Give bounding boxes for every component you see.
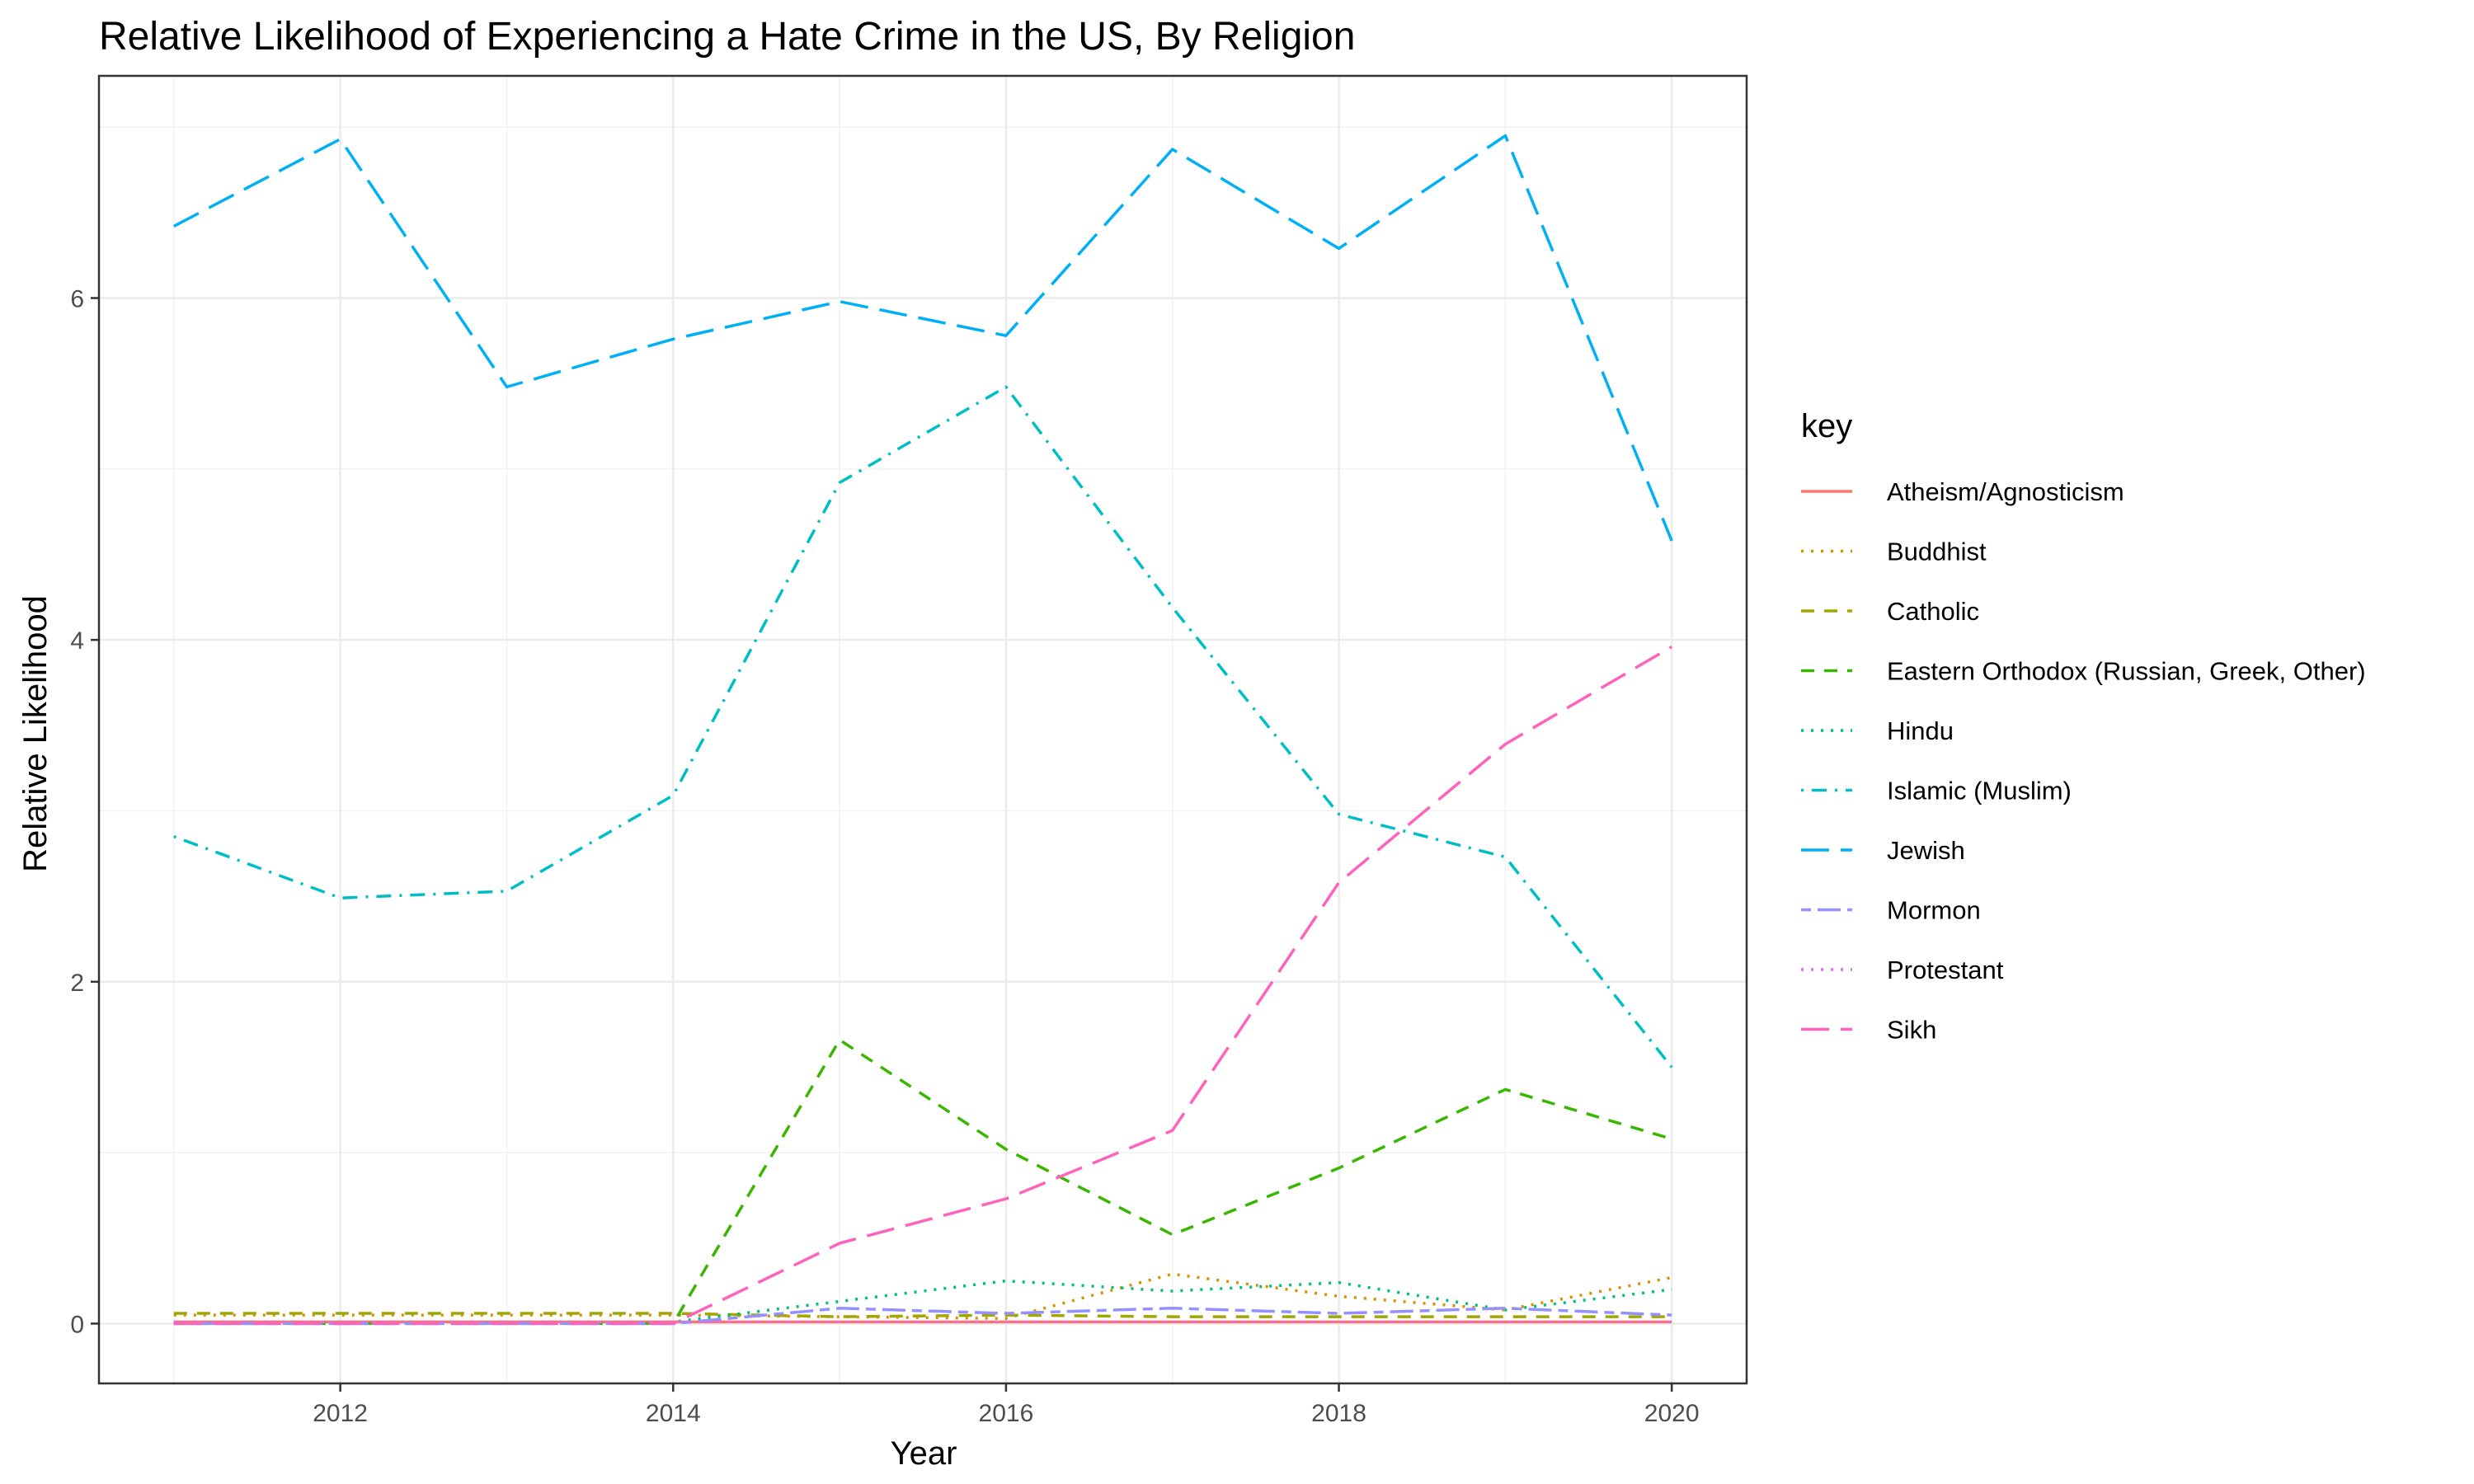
x-axis-title: Year <box>891 1435 957 1472</box>
y-axis-title: Relative Likelihood <box>17 595 54 872</box>
legend-label-eastern-orthodox-russian-greek-other: Eastern Orthodox (Russian, Greek, Other) <box>1887 657 2366 686</box>
legend-label-islamic-muslim: Islamic (Muslim) <box>1887 777 2072 805</box>
chart-title: Relative Likelihood of Experiencing a Ha… <box>99 15 1355 59</box>
series-line-catholic <box>173 1312 1672 1318</box>
x-tick-label: 2020 <box>1644 1400 1700 1427</box>
legend-label-hindu: Hindu <box>1887 716 1954 745</box>
x-tick-label: 2012 <box>313 1400 368 1427</box>
panel-border <box>97 74 1748 1385</box>
y-tick-label: 2 <box>70 970 84 997</box>
legend-label-buddhist: Buddhist <box>1887 538 1987 566</box>
legend-title: key <box>1801 408 1852 444</box>
legend: Atheism/Agnosticism Buddhist Catholic Easte… <box>1801 477 2366 1045</box>
series-line-sikh <box>173 645 1673 1326</box>
x-tick-label: 2014 <box>646 1400 701 1427</box>
series-line-eastern-orthodox-russian-greek-other <box>173 1038 1672 1326</box>
plot-panel: 2012 2014 2016 2018 2020 0 2 4 6 <box>70 74 1748 1427</box>
legend-label-jewish: Jewish <box>1887 836 1965 865</box>
legend-label-protestant: Protestant <box>1887 956 2004 984</box>
legend-label-catholic: Catholic <box>1887 597 1979 626</box>
series-line-islamic-muslim <box>173 385 1673 1068</box>
y-tick-label: 0 <box>70 1311 84 1338</box>
series-line-buddhist <box>173 1272 1672 1320</box>
x-tick-label: 2016 <box>979 1400 1034 1427</box>
legend-label-mormon: Mormon <box>1887 896 1981 925</box>
y-tick-label: 4 <box>70 627 84 655</box>
series-line-jewish <box>172 134 1673 542</box>
legend-label-sikh: Sikh <box>1887 1016 1936 1045</box>
y-tick-label: 6 <box>70 286 84 313</box>
x-tick-label: 2018 <box>1311 1400 1366 1427</box>
legend-label-atheism-agnosticism: Atheism/Agnosticism <box>1887 477 2124 506</box>
